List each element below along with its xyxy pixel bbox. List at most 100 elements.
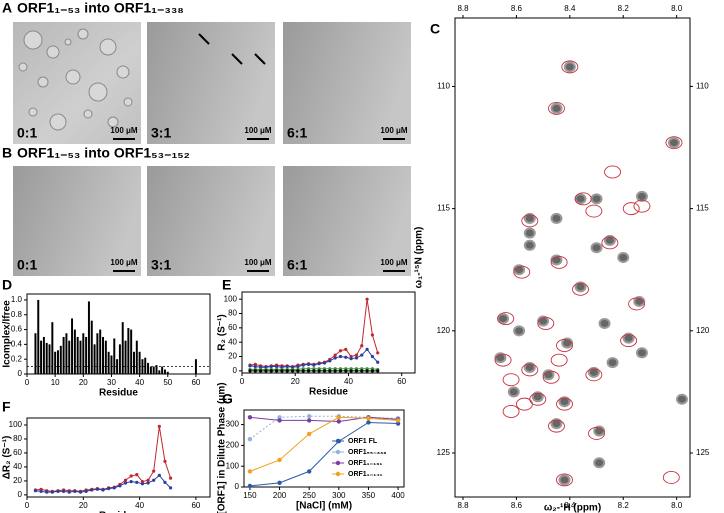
x-tick-label: 8.6 (511, 4, 523, 13)
nmr-peak (556, 397, 573, 411)
data-point (290, 369, 295, 373)
micrograph (147, 166, 275, 276)
x-tick-label: 300 (332, 491, 346, 500)
data-point (360, 344, 364, 348)
droplet (23, 30, 43, 50)
bar (132, 351, 135, 374)
bar (79, 340, 82, 374)
droplet (49, 113, 67, 131)
droplet (99, 38, 117, 56)
x-tick-label: 40 (135, 378, 144, 387)
x-tick-label: 200 (273, 491, 287, 500)
legend-label: ORF1₅₅₋₃₃₈ (348, 449, 387, 456)
nmr-peak (620, 334, 638, 348)
x-tick-label: 20 (79, 378, 88, 387)
bar (85, 336, 88, 374)
arrow (198, 33, 210, 45)
data-point (336, 415, 342, 420)
bar (107, 351, 110, 374)
y-tick-label: 125 (437, 448, 451, 457)
x-axis-label: ω₂-¹H (ppm) (544, 503, 601, 513)
data-point (157, 473, 161, 477)
bar (82, 333, 85, 374)
legend-marker (335, 449, 341, 455)
data-point (370, 354, 375, 359)
nmr-peak (542, 370, 560, 384)
data-point (360, 369, 364, 373)
bar (127, 328, 130, 374)
data-point (45, 490, 49, 494)
plot-frame (454, 17, 691, 498)
y-tick-label: 60 (228, 323, 237, 332)
bar (144, 357, 147, 374)
data-point (322, 369, 327, 373)
data-point (157, 424, 161, 428)
data-point (365, 297, 369, 301)
data-point (277, 480, 282, 486)
data-point (306, 469, 312, 474)
droplet (18, 62, 28, 72)
droplet (65, 69, 81, 85)
bar (124, 340, 127, 374)
y-tick-label: 0 (18, 369, 23, 378)
data-point (285, 364, 289, 369)
nmr-peak (556, 473, 573, 487)
data-point (370, 369, 375, 373)
nmr-peak (667, 137, 680, 149)
data-point (354, 369, 359, 373)
micrograph (283, 166, 411, 276)
data-point (306, 369, 311, 373)
nmr-peak (675, 393, 688, 405)
data-point (306, 362, 311, 366)
nmr-peak (548, 101, 565, 115)
data-point (306, 431, 312, 437)
scale-label: 100 μM (244, 126, 271, 135)
y-tick-label: 0 (18, 490, 23, 499)
x-tick-label: 8.4 (564, 4, 576, 13)
data-point (285, 369, 289, 373)
panel-title: ORF1₁₋₅₃ into ORF1₁₋₃₃₈ (17, 0, 184, 16)
data-point (101, 488, 105, 492)
panel-letter: E (222, 277, 231, 293)
y-tick-label: 110 (696, 82, 709, 91)
nmr-peak (521, 214, 539, 228)
data-point (333, 353, 337, 357)
data-point (317, 362, 321, 366)
series-line (249, 415, 399, 440)
legend-marker (335, 438, 341, 444)
ratio-label: 6:1 (287, 125, 307, 141)
data-point (336, 419, 342, 424)
data-point (163, 459, 167, 463)
droplet (83, 109, 93, 119)
data-point (333, 369, 337, 373)
data-point (129, 480, 133, 484)
bar (51, 322, 54, 374)
x-tick-label: 20 (291, 377, 300, 386)
data-point (50, 490, 54, 494)
data-point (118, 484, 122, 488)
panel-letter: A (2, 0, 12, 16)
plot-frame (243, 409, 405, 488)
nmr-peak (537, 317, 555, 330)
data-point (275, 369, 279, 373)
data-point (253, 369, 257, 373)
nmr-peak (494, 353, 512, 367)
nmr-peak (633, 199, 651, 213)
bar (161, 366, 164, 374)
data-point (349, 357, 353, 361)
data-point (354, 356, 359, 360)
data-point (112, 486, 116, 490)
x-tick-label: 20 (79, 501, 88, 510)
data-point (78, 490, 83, 494)
bar (121, 322, 124, 374)
data-point (312, 363, 316, 367)
bar (118, 344, 121, 374)
bar (76, 336, 79, 374)
data-point (168, 486, 173, 490)
legend-marker (335, 460, 341, 466)
x-tick-label: 60 (191, 378, 200, 387)
panel-letter: G (222, 391, 233, 407)
nmr-peak (529, 392, 547, 406)
panel-letter: D (2, 277, 12, 293)
